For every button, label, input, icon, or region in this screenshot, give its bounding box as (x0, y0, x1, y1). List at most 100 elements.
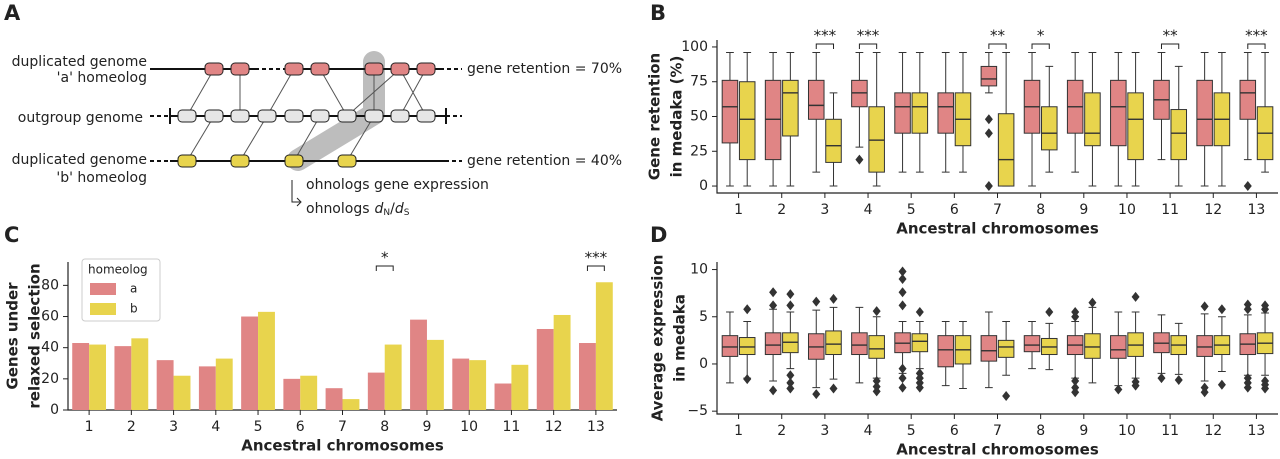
panel-label: B (650, 1, 666, 25)
whisker (1131, 311, 1140, 333)
flier (786, 300, 795, 311)
flier (1002, 391, 1011, 402)
flier (984, 114, 993, 125)
y-tick-label: 100 (681, 39, 708, 55)
bar (494, 383, 512, 410)
axis (716, 262, 1278, 415)
x-tick-label: 9 (1079, 202, 1088, 218)
y-tick-label: 10 (690, 262, 708, 278)
y-tick-label: 40 (41, 340, 59, 356)
box (980, 65, 998, 87)
genome-label: duplicated genome (12, 152, 147, 168)
bar (536, 328, 554, 410)
bar (426, 339, 444, 410)
whisker (1131, 356, 1140, 379)
x-tick-label: 5 (907, 423, 916, 439)
whisker (1200, 356, 1209, 382)
x-axis-label: Ancestral chromosomes (241, 437, 444, 455)
flier (898, 382, 907, 393)
whisker (1243, 314, 1252, 334)
whisker (959, 52, 967, 93)
bar (410, 319, 427, 410)
box (782, 79, 799, 137)
x-tick-label: 4 (864, 202, 873, 218)
whisker (941, 52, 950, 93)
bar (215, 358, 233, 410)
whisker (941, 320, 950, 336)
arrow (291, 180, 302, 207)
box (807, 79, 825, 120)
text: ohnologs (306, 201, 370, 217)
flier (1261, 383, 1270, 394)
y-axis-label: Gene retention (646, 53, 664, 180)
whisker (1261, 312, 1269, 333)
whisker (1131, 159, 1140, 187)
whisker (1157, 352, 1166, 374)
whisker (959, 320, 967, 336)
whisker (726, 52, 734, 81)
x-tick-label: 11 (1161, 202, 1179, 218)
y-tick-label: 5 (699, 309, 708, 325)
bar (300, 375, 318, 410)
box (825, 330, 842, 356)
significance-bracket (815, 43, 835, 49)
whisker (1243, 119, 1252, 161)
whisker (1028, 52, 1036, 81)
flier (915, 382, 924, 393)
text: N (383, 208, 390, 218)
bar (342, 399, 360, 410)
flier (786, 377, 795, 388)
flier (1088, 297, 1097, 308)
significance-label: * (1037, 27, 1045, 45)
box (851, 332, 868, 356)
box (911, 92, 929, 134)
whisker (1200, 313, 1209, 336)
x-tick-label: 7 (338, 419, 347, 435)
x-tick-label: 2 (777, 423, 786, 439)
whisker (855, 354, 864, 384)
diagram: A (4, 1, 622, 218)
x-tick-label: 1 (85, 419, 94, 435)
whisker (812, 309, 821, 334)
whisker (1071, 52, 1080, 81)
whisker (829, 306, 838, 331)
box (1084, 333, 1101, 359)
x-tick-label: 6 (950, 423, 959, 439)
y-tick-label: 60 (41, 309, 59, 325)
flier (898, 300, 907, 311)
flier (1157, 373, 1166, 384)
whisker (1114, 358, 1123, 387)
whisker (898, 133, 907, 173)
flier (1071, 387, 1080, 398)
significance-label: *** (814, 27, 837, 45)
flier (769, 287, 778, 298)
whisker (786, 135, 795, 187)
whisker (1174, 322, 1183, 336)
flier (1174, 375, 1183, 386)
bar (553, 314, 571, 410)
bar (511, 364, 529, 410)
x-tick-label: 6 (296, 419, 305, 435)
x-tick-label: 11 (1161, 423, 1179, 439)
flier (1114, 384, 1123, 395)
whisker (898, 52, 907, 93)
box (738, 81, 756, 161)
box (1023, 335, 1041, 353)
significance-label: ** (1163, 27, 1179, 45)
flier (915, 307, 924, 318)
whisker (1071, 133, 1080, 173)
whisker (1174, 159, 1183, 187)
whisker (1114, 311, 1123, 336)
text: d (375, 201, 384, 217)
significance-bracket (858, 43, 878, 49)
whisker (1218, 145, 1226, 187)
flier (1131, 291, 1140, 302)
x-tick-label: 8 (380, 419, 389, 435)
flier (786, 370, 795, 381)
whisker (915, 52, 924, 93)
y-tick-label: 0 (699, 178, 708, 194)
whisker (872, 52, 881, 107)
whisker (1028, 133, 1036, 187)
